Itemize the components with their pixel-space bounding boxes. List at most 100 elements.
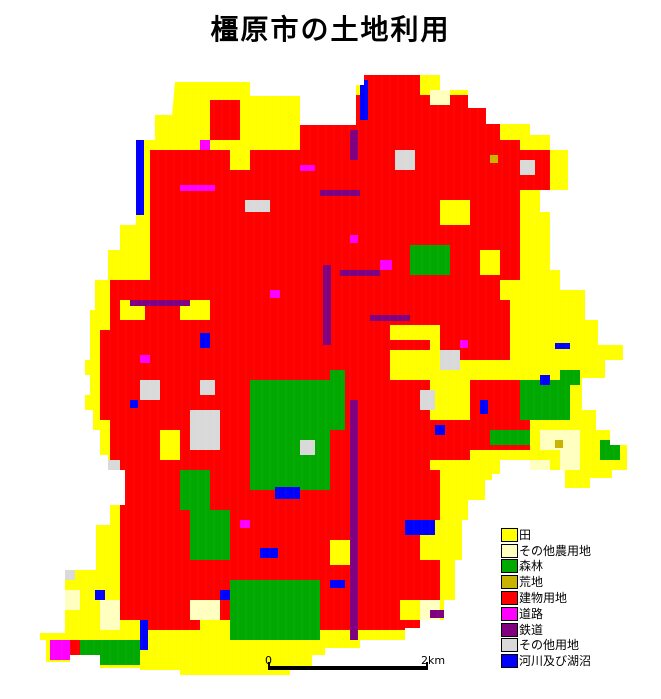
- water-body: [360, 80, 368, 120]
- railway-line: [340, 270, 380, 276]
- scale-tick: [426, 662, 428, 670]
- legend-swatch: [501, 543, 518, 558]
- railway-line: [320, 190, 360, 196]
- legend-label: 道路: [519, 606, 544, 621]
- water-body: [200, 333, 210, 348]
- other-land-area: [190, 410, 220, 450]
- legend-label: その他農用地: [519, 543, 592, 558]
- legend-swatch: [501, 527, 518, 542]
- wasteland-area: [490, 155, 498, 163]
- forest-area: [230, 580, 320, 640]
- legend-item-paddy: 田: [501, 527, 591, 543]
- water-body: [435, 425, 445, 435]
- railway-line: [350, 400, 358, 640]
- railway-line: [130, 300, 190, 306]
- other-land-area: [300, 440, 315, 455]
- legend-item-forest: 森林: [501, 559, 591, 575]
- road: [200, 140, 210, 150]
- other-farmland-area: [100, 600, 120, 630]
- legend-item-road: 道路: [501, 606, 591, 622]
- road: [300, 165, 315, 171]
- other-land-area: [440, 350, 460, 370]
- legend-item-railway: 鉄道: [501, 622, 591, 638]
- forest-area: [330, 370, 345, 430]
- legend-swatch: [501, 638, 518, 653]
- road: [140, 355, 150, 363]
- paddy-area: [230, 150, 250, 170]
- other-land-area: [395, 150, 415, 170]
- legend: 田 その他農用地 森林 荒地 建物用地 道路 鉄道 その他用地 河川及び湖沼: [501, 527, 591, 669]
- water-body: [555, 343, 570, 349]
- forest-area: [190, 510, 230, 560]
- road: [350, 235, 358, 243]
- scale-bar: 0 2km: [265, 654, 445, 684]
- legend-label: 建物用地: [519, 591, 568, 606]
- building-land-area: [380, 420, 470, 460]
- water-body: [480, 400, 488, 414]
- road: [380, 260, 392, 270]
- water-body: [405, 520, 435, 535]
- forest-area: [600, 440, 620, 460]
- legend-label: 森林: [519, 559, 544, 574]
- page-title: 橿原市の土地利用: [210, 13, 451, 46]
- other-land-area: [520, 160, 535, 175]
- water-body: [260, 548, 278, 558]
- legend-swatch: [501, 575, 518, 590]
- legend-label: 荒地: [519, 575, 544, 590]
- water-body: [275, 487, 300, 499]
- water-body: [330, 580, 345, 588]
- legend-item-building-land: 建物用地: [501, 590, 591, 606]
- scale-start-label: 0: [265, 654, 272, 667]
- legend-label: 河川及び湖沼: [519, 654, 592, 669]
- other-farmland-area: [560, 450, 580, 470]
- water-body: [140, 620, 148, 650]
- other-land-area: [200, 380, 215, 395]
- legend-item-wasteland: 荒地: [501, 574, 591, 590]
- other-land-area: [245, 200, 270, 212]
- other-farmland-area: [520, 460, 550, 475]
- other-land-area: [140, 380, 160, 400]
- legend-swatch: [501, 591, 518, 606]
- railway-line: [430, 610, 450, 618]
- water-body: [130, 400, 138, 408]
- forest-area: [490, 430, 530, 445]
- water-body: [220, 590, 230, 600]
- legend-label: 田: [519, 527, 532, 542]
- railway-line: [370, 315, 410, 321]
- road: [50, 640, 70, 660]
- railway-line: [323, 265, 331, 345]
- road: [240, 520, 250, 528]
- other-farmland-area: [190, 600, 220, 620]
- water-body: [95, 590, 105, 600]
- legend-swatch: [501, 622, 518, 637]
- paddy-area: [480, 250, 500, 275]
- water-body: [136, 140, 144, 215]
- building-land-area: [210, 100, 240, 140]
- paddy-area: [160, 430, 180, 460]
- legend-label: その他用地: [519, 638, 580, 653]
- forest-area: [180, 470, 210, 510]
- legend-label: 鉄道: [519, 622, 544, 637]
- legend-item-rivers-lakes: 河川及び湖沼: [501, 653, 591, 669]
- road: [270, 290, 280, 298]
- forest-area: [410, 245, 450, 275]
- road: [180, 185, 215, 191]
- other-land-area: [420, 390, 435, 410]
- forest-area: [560, 370, 580, 385]
- forest-area: [520, 380, 570, 420]
- road: [460, 340, 468, 348]
- scale-line: [268, 666, 428, 670]
- other-land-area: [65, 560, 75, 580]
- legend-swatch: [501, 606, 518, 621]
- paddy-area: [440, 200, 470, 225]
- other-farmland-area: [430, 90, 450, 105]
- scale-tick: [268, 662, 270, 670]
- water-body: [540, 375, 550, 385]
- legend-swatch: [501, 559, 518, 574]
- other-farmland-area: [60, 590, 80, 610]
- legend-swatch: [501, 654, 518, 669]
- building-land-area: [160, 200, 220, 240]
- forest-area: [470, 560, 500, 590]
- railway-line: [350, 130, 358, 160]
